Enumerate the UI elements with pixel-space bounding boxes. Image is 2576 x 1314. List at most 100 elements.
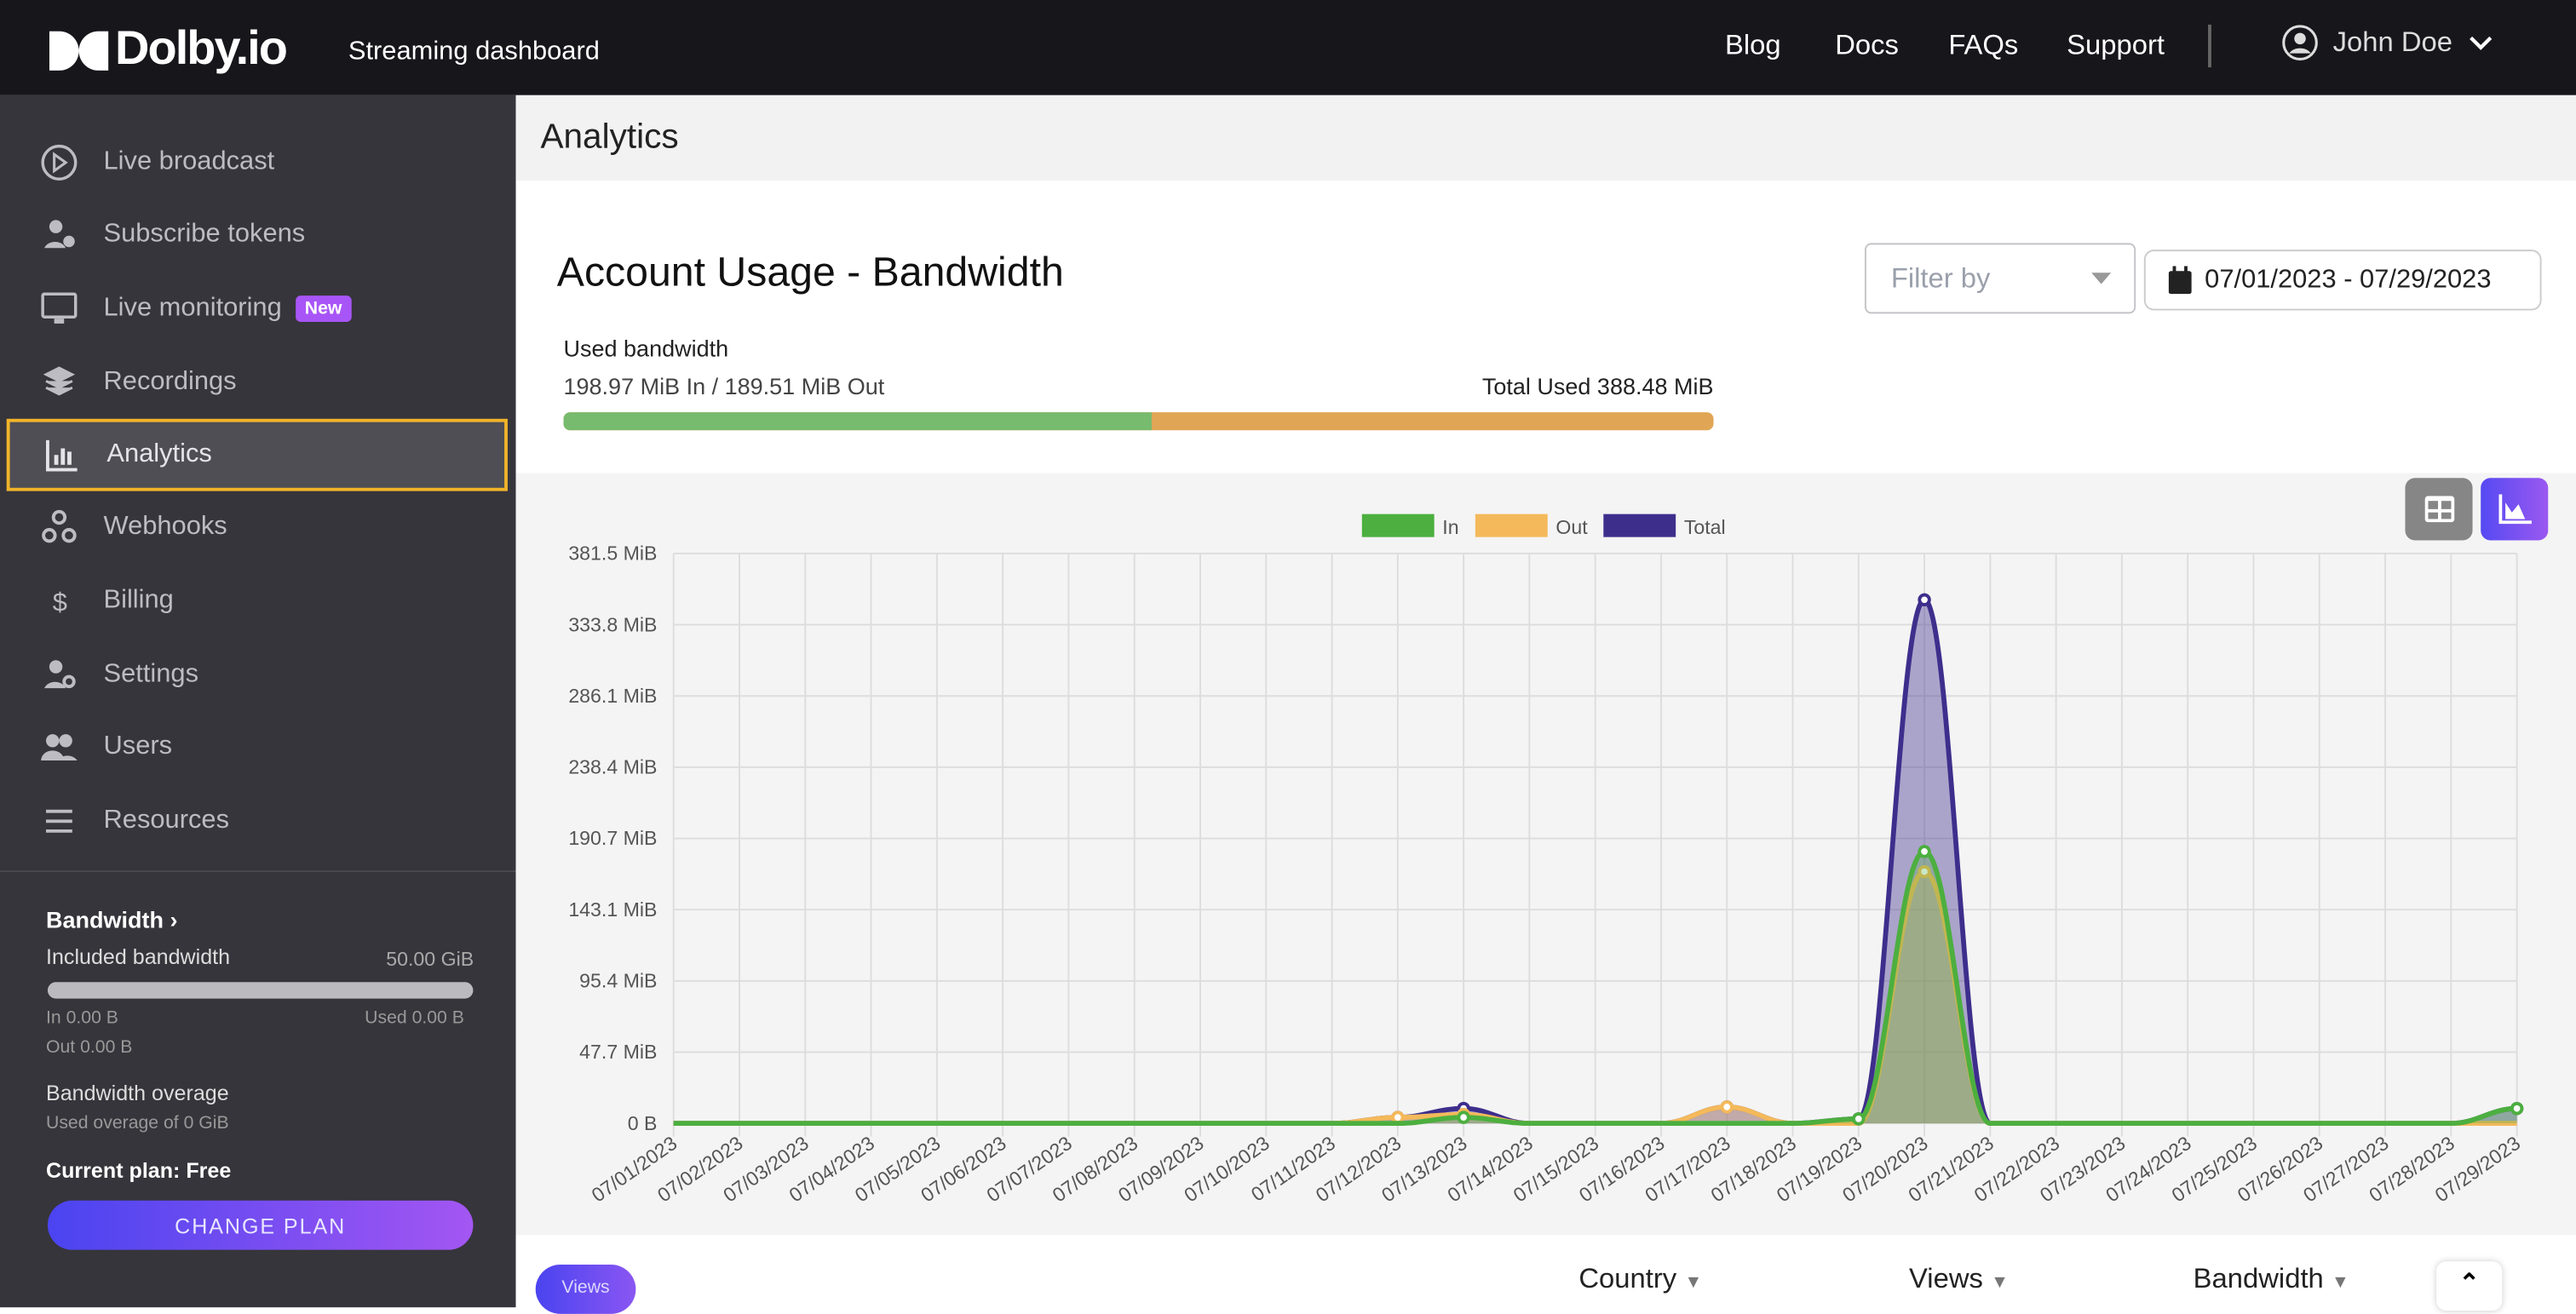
change-plan-button[interactable]: CHANGE PLAN [47,1200,474,1250]
webhook-icon [39,508,78,547]
included-bandwidth-bar [47,982,474,999]
bandwidth-usage-bar [563,412,1714,431]
data-point-out [1391,1110,1405,1124]
list-icon [39,801,78,841]
broadcast-icon [39,143,78,182]
bandwidth-overage-text: Used overage of 0 GiB [46,1113,229,1133]
scroll-top-button[interactable]: ⌃ [2436,1261,2503,1311]
sidebar-item-webhooks[interactable]: Webhooks [7,491,508,564]
table-header-bar: Views Country ▼ Views ▼ Bandwidth ▼ ⌃ [515,1235,2576,1314]
y-tick-label: 0 B [628,1112,658,1134]
included-bandwidth-value: 50.00 GiB [386,947,474,971]
dollar-icon: $ [39,582,78,621]
included-bandwidth-label: Included bandwidth [46,944,231,969]
column-views[interactable]: Views ▼ [1909,1263,2010,1294]
sidebar-item-label: Settings [103,660,198,689]
users-icon [39,727,78,766]
sidebar-item-live-broadcast[interactable]: Live broadcast [7,127,508,199]
layers-icon [39,363,78,402]
monitor-icon [39,289,78,328]
bandwidth-chart: 0 B 47.7 MiB 95.4 MiB 143.1 MiB 190.7 MiB 238… [568,514,2524,1207]
chart-icon [43,435,82,474]
current-plan: Current plan: Free [46,1157,232,1183]
sidebar-divider [0,870,516,873]
sidebar-item-label: Resources [103,806,230,835]
table-icon [2424,496,2454,523]
sidebar-item-label: Billing [103,586,174,615]
nav-divider [2208,24,2211,68]
sidebar-item-resources[interactable]: Resources [7,785,508,858]
user-circle-icon [2282,25,2318,60]
nav-faqs[interactable]: FAQs [1948,29,2019,61]
date-range-picker[interactable]: 07/01/2023 - 07/29/2023 [2143,250,2542,311]
nav-support[interactable]: Support [2067,29,2165,61]
filter-placeholder: Filter by [1890,261,1991,294]
page-title: Analytics [540,118,679,157]
sidebar: Live broadcast Subscribe tokens Live monit… [0,95,516,1308]
y-tick-label: 143.1 MiB [568,898,657,921]
legend-label-in: In [1442,516,1458,538]
total-used-text: Total Used 388.48 MiB [1481,372,1714,399]
sidebar-item-live-monitoring[interactable]: Live monitoring New [7,273,508,345]
legend-label-total: Total [1684,516,1726,538]
app-subtitle: Streaming dashboard [348,37,600,66]
user-token-icon [39,215,78,255]
legend-label-out: Out [1555,516,1588,538]
legend-swatch-in [1361,514,1435,537]
y-tick-label: 286.1 MiB [568,685,657,707]
column-country[interactable]: Country ▼ [1578,1263,1703,1294]
sidebar-item-settings[interactable]: Settings [7,639,508,711]
sidebar-item-users[interactable]: Users [7,711,508,783]
data-point-in [1918,845,1931,858]
user-menu[interactable]: John Doe [2282,25,2493,60]
bandwidth-link[interactable]: Bandwidth › [46,906,178,933]
filter-by-select[interactable]: Filter by [1864,243,2136,314]
legend-swatch-total [1603,514,1676,537]
table-view-button[interactable] [2405,478,2473,541]
column-bandwidth[interactable]: Bandwidth ▼ [2193,1263,2349,1294]
sidebar-item-label: Users [103,732,173,760]
bandwidth-used: Used 0.00 B [365,1008,464,1029]
sidebar-item-analytics[interactable]: Analytics [6,418,508,491]
series-line-in [673,849,2517,1127]
y-tick-label: 95.4 MiB [579,970,657,992]
data-point-total [1918,593,1931,607]
new-badge: New [295,296,352,323]
sidebar-item-subscribe-tokens[interactable]: Subscribe tokens [7,198,508,271]
y-tick-label: 238.4 MiB [568,756,657,778]
sidebar-item-label: Recordings [103,368,237,396]
sidebar-item-label: Webhooks [103,512,227,541]
bandwidth-out: Out 0.00 B [46,1037,133,1059]
y-tick-label: 381.5 MiB [568,542,657,565]
page-title-bar: Analytics [515,95,2576,181]
in-out-text: 198.97 MiB In / 189.51 MiB Out [563,372,885,399]
data-point-in [1852,1112,1866,1126]
dolby-mark-icon [49,30,109,70]
sidebar-item-billing[interactable]: $ Billing [7,565,508,637]
sidebar-item-label: Live broadcast [103,147,275,176]
caret-down-icon [2091,272,2112,284]
data-point-out [1720,1100,1734,1114]
sidebar-item-label: Analytics [106,439,212,468]
views-tab[interactable]: Views [535,1265,636,1314]
sidebar-item-label: Subscribe tokens [103,220,306,249]
sidebar-item-recordings[interactable]: Recordings [7,347,508,419]
user-name: John Doe [2332,26,2452,58]
dolby-logo[interactable]: Dolby.io [49,23,288,77]
bandwidth-overage-title: Bandwidth overage [46,1081,229,1105]
svg-text:$: $ [53,587,67,617]
main-content: Analytics Account Usage - Bandwidth Filt… [515,95,2576,1314]
y-tick-label: 333.8 MiB [568,613,657,635]
y-tick-label: 47.7 MiB [579,1041,657,1063]
data-point-in [1457,1110,1470,1124]
area-chart-icon [2498,494,2532,525]
chart-panel [515,473,2576,1236]
used-bandwidth-label: Used bandwidth [563,335,729,362]
nav-docs[interactable]: Docs [1835,29,1899,61]
card-title: Account Usage - Bandwidth [556,250,1064,296]
nav-blog[interactable]: Blog [1725,29,1781,61]
legend-swatch-out [1475,514,1548,537]
bandwidth-in-fill [563,412,1153,431]
date-range-text: 07/01/2023 - 07/29/2023 [2205,265,2492,294]
chart-view-button[interactable] [2481,478,2549,541]
